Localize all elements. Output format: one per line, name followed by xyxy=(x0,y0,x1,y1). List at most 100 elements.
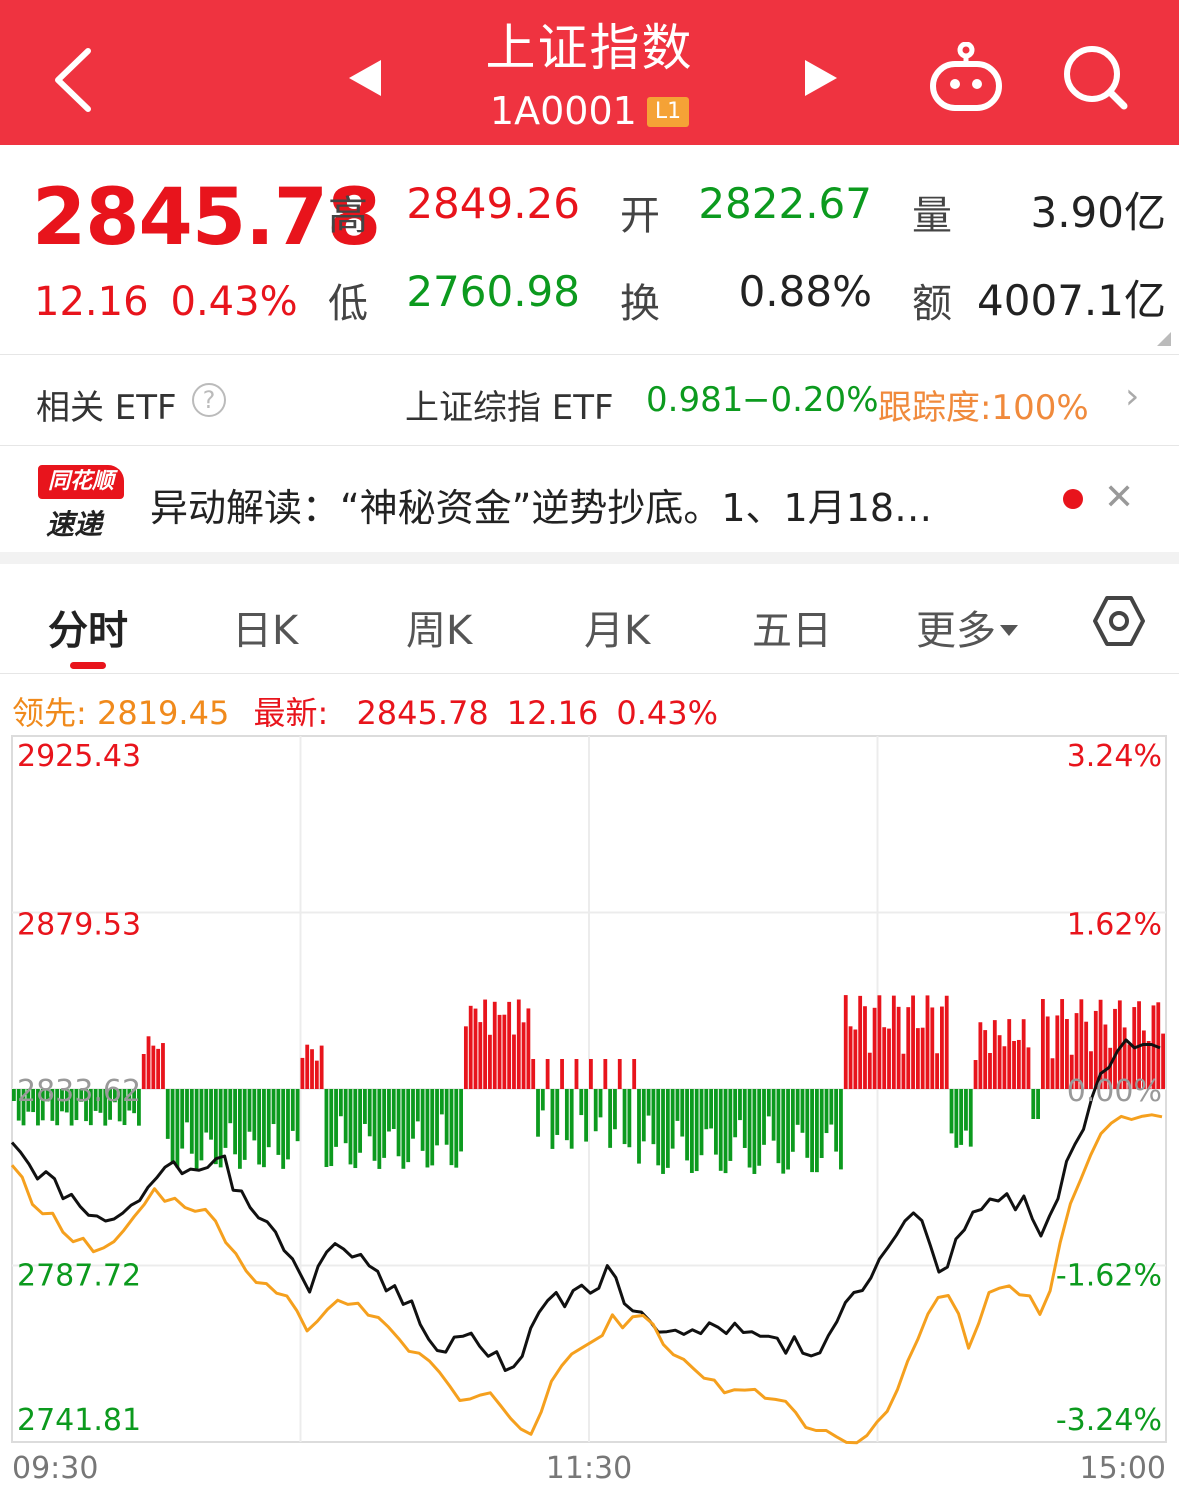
flow-bar xyxy=(651,1089,656,1145)
tab-intraday[interactable]: 分时 xyxy=(48,608,128,654)
flow-bar xyxy=(348,1089,353,1165)
etf-price: 0.981 xyxy=(646,380,744,420)
flow-bar xyxy=(661,1089,665,1174)
flow-bar xyxy=(704,1089,709,1130)
next-stock-icon[interactable] xyxy=(803,58,839,98)
flow-bar xyxy=(396,1089,401,1157)
flow-bar xyxy=(194,1089,199,1169)
robot-assistant-icon[interactable] xyxy=(928,42,1004,112)
flow-bar xyxy=(45,1089,50,1102)
flow-bar xyxy=(555,1089,560,1135)
flow-bar xyxy=(781,1089,786,1174)
flow-bar xyxy=(617,1059,622,1089)
flow-bar xyxy=(1122,1027,1127,1089)
chevron-right-icon[interactable]: › xyxy=(1125,376,1140,417)
flow-bar xyxy=(185,1089,189,1123)
flow-bar xyxy=(1151,1005,1156,1089)
flow-bar xyxy=(641,1089,646,1142)
flow-bar xyxy=(497,1014,502,1089)
flow-bar xyxy=(964,1089,968,1131)
flow-bar xyxy=(863,1006,867,1089)
chart-settings-icon[interactable] xyxy=(1092,594,1146,648)
flow-bar xyxy=(589,1059,593,1089)
flow-bar xyxy=(738,1089,742,1121)
flow-bar xyxy=(343,1089,348,1144)
flow-bar xyxy=(824,1089,829,1134)
flow-bar xyxy=(112,1089,117,1103)
flow-bar xyxy=(468,1005,473,1089)
flow-bar xyxy=(1060,999,1065,1089)
flow-bar xyxy=(60,1089,64,1112)
y-left-tick: 2787.72 xyxy=(17,1259,141,1294)
back-arrow-icon[interactable] xyxy=(50,45,100,115)
flow-bar xyxy=(36,1089,40,1126)
flow-bar xyxy=(252,1089,257,1141)
tab-five-day[interactable]: 五日 xyxy=(752,608,832,654)
flow-bar xyxy=(877,995,882,1089)
flow-bar xyxy=(165,1089,170,1139)
flow-bar xyxy=(415,1089,420,1122)
prev-stock-icon[interactable] xyxy=(347,58,383,98)
flow-bar xyxy=(26,1089,31,1112)
flow-bar xyxy=(867,1052,872,1089)
flow-bar xyxy=(915,1028,920,1089)
flow-bar xyxy=(40,1089,45,1121)
flow-bar xyxy=(776,1089,781,1164)
flow-bar xyxy=(593,1089,598,1132)
flow-bar xyxy=(665,1089,670,1168)
flow-bar xyxy=(627,1089,632,1148)
flow-bar xyxy=(978,1022,983,1089)
flow-bar xyxy=(742,1089,747,1148)
flow-bar xyxy=(959,1089,964,1145)
etf-label: 相关 ETF xyxy=(36,388,177,428)
flow-bar xyxy=(338,1089,343,1117)
tab-daily-k[interactable]: 日K xyxy=(232,608,299,654)
expand-corner-icon[interactable] xyxy=(1157,332,1171,346)
flow-bar xyxy=(603,1059,608,1089)
tab-more-label: 更多 xyxy=(916,608,996,654)
tab-monthly-k[interactable]: 月K xyxy=(584,608,651,654)
flow-bar xyxy=(50,1089,55,1121)
flow-bar xyxy=(632,1059,637,1089)
news-text[interactable]: 异动解读：“神秘资金”逆势抄底。1、1月18… xyxy=(150,486,933,530)
news-ticker[interactable]: 同花顺 速递 异动解读：“神秘资金”逆势抄底。1、1月18… ✕ xyxy=(0,447,1179,552)
flow-bar xyxy=(911,995,915,1089)
close-icon[interactable]: ✕ xyxy=(1104,477,1135,518)
flow-bar xyxy=(973,1060,978,1089)
flow-bar xyxy=(310,1049,314,1089)
flow-bar xyxy=(449,1089,454,1166)
lead-legend: 领先: 2819.45 xyxy=(12,694,229,732)
flow-bar xyxy=(694,1089,699,1172)
chart-tabs: 分时 日K 周K 月K 五日 更多 xyxy=(0,564,1179,674)
flow-bar xyxy=(531,1059,536,1089)
help-icon[interactable]: ? xyxy=(192,383,226,417)
flow-bar xyxy=(189,1089,194,1154)
flow-bar xyxy=(314,1060,319,1089)
tab-weekly-k[interactable]: 周K xyxy=(406,608,473,654)
flow-bar xyxy=(276,1089,281,1155)
intraday-chart[interactable]: 2925.43 2879.53 2833.62 2787.72 2741.81 3.24%… xyxy=(0,730,1179,1497)
related-etf-row[interactable]: 相关 ETF ? 上证综指 ETF 0.981 −0.20% 跟踪度:100% … xyxy=(0,356,1179,446)
search-icon[interactable] xyxy=(1060,42,1130,112)
flow-bar xyxy=(1069,1054,1074,1089)
flow-bar xyxy=(949,1089,954,1134)
flow-bar xyxy=(218,1089,223,1168)
tab-more[interactable]: 更多 xyxy=(916,598,1018,656)
flow-bar xyxy=(1050,1058,1055,1089)
flow-bar xyxy=(1089,1051,1093,1089)
flow-bar xyxy=(117,1089,122,1122)
flow-bar xyxy=(334,1089,338,1147)
flow-bar xyxy=(1161,1033,1165,1089)
flow-bar xyxy=(757,1089,762,1166)
flow-bar xyxy=(213,1089,218,1165)
flow-bar xyxy=(521,1022,526,1089)
flow-bar xyxy=(242,1089,247,1160)
flow-bar xyxy=(478,1022,483,1089)
flow-bar xyxy=(1002,1046,1007,1089)
x-tick: 11:30 xyxy=(546,1451,632,1486)
low-value: 2760.98 xyxy=(406,267,580,316)
flow-bar xyxy=(454,1089,459,1168)
flow-bar xyxy=(1016,1039,1021,1089)
flow-bar xyxy=(536,1089,540,1137)
flow-bar xyxy=(675,1089,680,1121)
